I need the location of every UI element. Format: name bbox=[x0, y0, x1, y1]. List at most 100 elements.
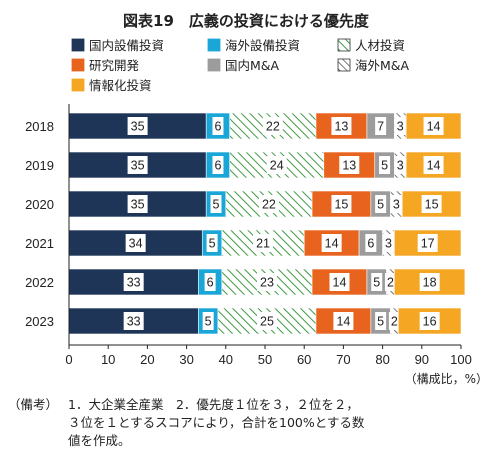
data-label: 33 bbox=[127, 276, 141, 290]
data-label: 13 bbox=[334, 120, 348, 134]
data-label-box bbox=[417, 234, 438, 252]
data-label-box bbox=[204, 273, 216, 291]
data-label-box bbox=[127, 117, 148, 135]
chart-title: 図表19 広義の投資における優先度 bbox=[123, 12, 370, 30]
legend-swatch bbox=[71, 58, 85, 72]
data-label: 5 bbox=[213, 198, 220, 212]
bar-row-2021: 2021 34 5 21 14 6 3 17 bbox=[25, 229, 462, 257]
data-label: 15 bbox=[334, 198, 348, 212]
x-tick-label: 80 bbox=[375, 352, 389, 367]
data-label-box bbox=[127, 195, 148, 213]
legend-item-2: 人材投資 bbox=[337, 38, 405, 53]
x-tick-label: 100 bbox=[450, 352, 472, 367]
data-label: 6 bbox=[367, 237, 374, 251]
x-tick-label: 50 bbox=[258, 352, 272, 367]
data-label-box bbox=[419, 273, 440, 291]
data-label: 35 bbox=[131, 120, 145, 134]
data-label: 6 bbox=[214, 120, 221, 134]
x-tick-label: 40 bbox=[219, 352, 233, 367]
y-tick-label: 2021 bbox=[25, 236, 54, 251]
data-label-box bbox=[384, 273, 396, 291]
data-label-box bbox=[419, 312, 440, 330]
data-label-box bbox=[210, 195, 222, 213]
legend-swatch bbox=[207, 58, 221, 72]
data-label: 13 bbox=[342, 159, 356, 173]
legend-label: 国内M&A bbox=[225, 58, 280, 73]
x-tick-label: 20 bbox=[140, 352, 154, 367]
data-label: 14 bbox=[333, 276, 347, 290]
y-tick-label: 2020 bbox=[25, 197, 54, 212]
data-label-box bbox=[253, 234, 274, 252]
data-label-box bbox=[123, 273, 144, 291]
data-label: 5 bbox=[209, 237, 216, 251]
legend-swatch bbox=[207, 38, 221, 52]
y-tick-label: 2018 bbox=[25, 119, 54, 134]
data-label-box bbox=[375, 312, 387, 330]
data-label: 2 bbox=[387, 276, 394, 290]
data-label: 3 bbox=[397, 159, 404, 173]
x-axis: 0 10 20 30 40 50 60 70 80 90 100 bbox=[65, 104, 472, 367]
data-label: 33 bbox=[127, 315, 141, 329]
legend-item-4: 国内M&A bbox=[207, 58, 280, 73]
bar-row-2020: 2020 35 5 22 15 5 3 15 bbox=[25, 190, 462, 218]
y-tick-label: 2023 bbox=[25, 314, 54, 329]
data-label-box bbox=[382, 234, 394, 252]
data-label: 14 bbox=[336, 315, 350, 329]
legend-swatch bbox=[337, 38, 351, 52]
data-label-box bbox=[421, 195, 442, 213]
data-label: 22 bbox=[262, 198, 276, 212]
legend-label: 人材投資 bbox=[355, 38, 405, 53]
x-tick-label: 30 bbox=[179, 352, 193, 367]
data-label: 23 bbox=[260, 276, 274, 290]
legend-label: 国内設備投資 bbox=[89, 38, 164, 53]
legend-label: 情報化投資 bbox=[89, 78, 152, 93]
y-tick-label: 2022 bbox=[25, 275, 54, 290]
data-label-box bbox=[256, 273, 277, 291]
data-label: 3 bbox=[397, 120, 404, 134]
data-label-box bbox=[339, 156, 360, 174]
legend-swatch bbox=[71, 38, 85, 52]
data-label: 34 bbox=[129, 237, 143, 251]
legend-item-5: 海外M&A bbox=[337, 58, 410, 73]
data-label-box bbox=[262, 117, 283, 135]
data-label-box bbox=[212, 156, 224, 174]
legend-item-3: 研究開発 bbox=[71, 58, 140, 73]
data-label: 5 bbox=[381, 159, 388, 173]
x-tick-label: 10 bbox=[101, 352, 115, 367]
data-label: 3 bbox=[393, 198, 400, 212]
legend-label: 海外M&A bbox=[355, 58, 410, 73]
data-label: 5 bbox=[205, 315, 212, 329]
data-label-box bbox=[371, 273, 383, 291]
x-tick-label: 90 bbox=[415, 352, 429, 367]
data-label: 3 bbox=[385, 237, 392, 251]
data-label-box bbox=[125, 234, 146, 252]
data-label-box bbox=[331, 117, 352, 135]
data-label: 18 bbox=[423, 276, 437, 290]
legend-item-6: 情報化投資 bbox=[71, 78, 152, 93]
data-label: 2 bbox=[391, 315, 398, 329]
data-label: 21 bbox=[256, 237, 270, 251]
data-label-box bbox=[212, 117, 224, 135]
bar-row-2023: 2023 33 5 25 14 5 2 16 bbox=[25, 307, 462, 335]
x-axis-unit-label: （構成比，%） bbox=[405, 372, 488, 386]
data-label: 14 bbox=[427, 159, 441, 173]
data-label-box bbox=[321, 234, 342, 252]
data-label: 35 bbox=[131, 198, 145, 212]
data-label: 7 bbox=[377, 120, 384, 134]
x-tick-label: 60 bbox=[297, 352, 311, 367]
data-label: 6 bbox=[214, 159, 221, 173]
bar-row-2022: 2022 33 6 23 14 5 2 18 bbox=[25, 268, 466, 296]
data-label: 5 bbox=[377, 315, 384, 329]
data-label-box bbox=[266, 156, 287, 174]
data-label-box bbox=[423, 156, 444, 174]
data-label: 24 bbox=[270, 159, 284, 173]
data-label-box bbox=[256, 312, 277, 330]
data-label-box bbox=[329, 273, 350, 291]
data-label: 15 bbox=[425, 198, 439, 212]
data-label: 35 bbox=[131, 159, 145, 173]
bar-row-2018: 2018 35 6 22 13 7 3 14 bbox=[25, 112, 462, 140]
x-tick-label: 70 bbox=[336, 352, 350, 367]
x-tick-label: 0 bbox=[65, 352, 72, 367]
